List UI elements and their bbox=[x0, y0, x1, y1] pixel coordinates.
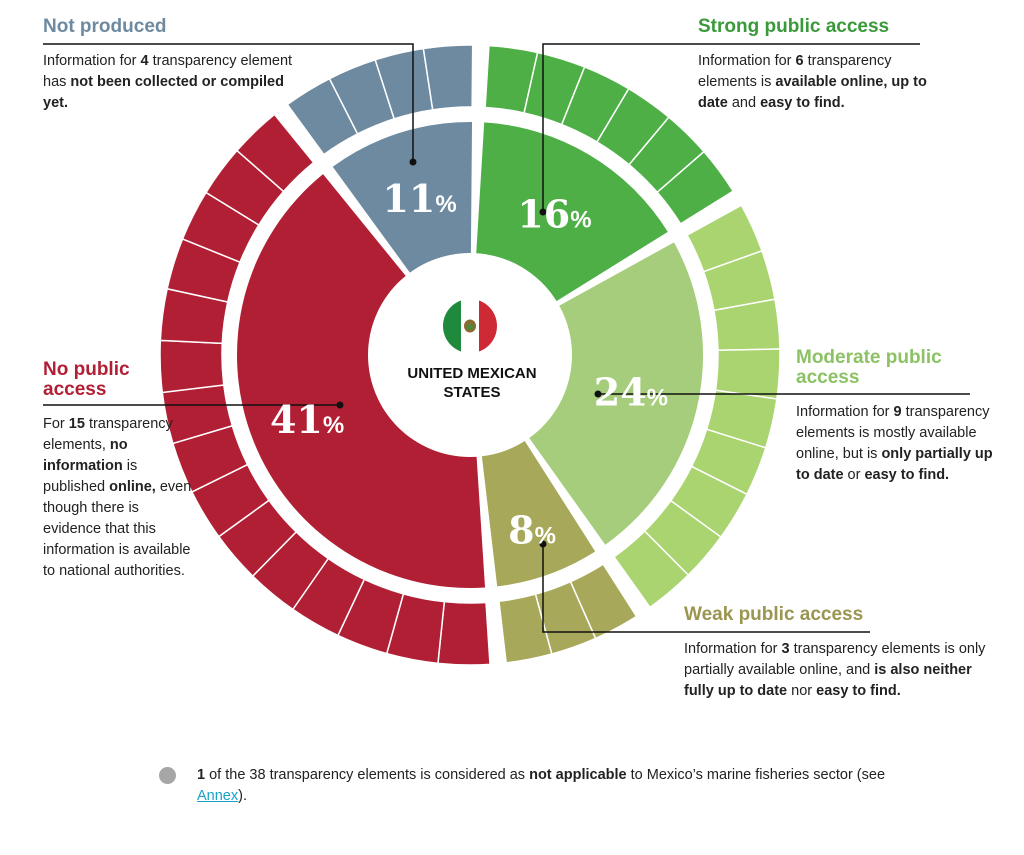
percent-label-strong: 16% bbox=[517, 191, 591, 236]
center-label-line-1: UNITED MEXICAN bbox=[407, 365, 536, 382]
leader-line-not_produced bbox=[43, 43, 414, 162]
not-applicable-note: 1 of the 38 transparency elements is con… bbox=[197, 765, 917, 807]
outer-segment-weak bbox=[498, 593, 553, 664]
leader-dot-strong bbox=[539, 208, 547, 216]
leader-dot-weak bbox=[539, 540, 547, 548]
legend-desc: Information for 4 transparency element h… bbox=[43, 53, 293, 111]
mexico-flag-icon bbox=[443, 299, 497, 353]
outer-segment-not_produced bbox=[422, 44, 474, 111]
legend-moderate: Moderate public access Information for 9… bbox=[796, 348, 1011, 486]
inner-wedge-strong bbox=[476, 122, 668, 303]
legend-not-produced: Not produced Information for 4 transpare… bbox=[43, 17, 343, 114]
leader-dot-moderate bbox=[594, 390, 602, 398]
inner-wedge-not_produced bbox=[332, 122, 473, 275]
percent-label-weak: 8% bbox=[508, 507, 556, 552]
leader-dot-not_produced bbox=[409, 158, 417, 166]
legend-desc: For 15 transparency elements, no informa… bbox=[43, 416, 192, 579]
legend-title: Strong public access bbox=[698, 16, 890, 37]
outer-segment-none bbox=[437, 600, 491, 666]
legend-title: Moderate public access bbox=[796, 347, 942, 388]
outer-segment-none bbox=[235, 113, 315, 193]
legend-title: Weak public access bbox=[684, 604, 864, 625]
leader-lines bbox=[43, 43, 970, 633]
percent-label-none: 41% bbox=[270, 397, 344, 442]
leader-line-weak bbox=[542, 544, 870, 633]
legend-weak: Weak public access Information for 3 tra… bbox=[684, 605, 1004, 702]
legend-title: Not produced bbox=[43, 16, 167, 37]
legend-no-public-access: No public access For 15 transparency ele… bbox=[43, 360, 203, 582]
note-tail: ). bbox=[238, 788, 247, 804]
percent-label-moderate: 24% bbox=[594, 370, 668, 415]
center-disc bbox=[368, 253, 572, 457]
outer-segment-moderate bbox=[612, 530, 690, 609]
inner-wedge-none bbox=[236, 174, 486, 588]
inner-wedge-weak bbox=[481, 439, 596, 587]
percent-labels: 16% 24% 8% 41% 11% bbox=[270, 176, 668, 552]
center-label-line-2: STATES bbox=[444, 384, 501, 401]
leader-line-strong bbox=[542, 43, 920, 212]
legend-strong: Strong public access Information for 6 t… bbox=[698, 17, 998, 114]
legend-title: No public access bbox=[43, 359, 130, 400]
leader-dot-none bbox=[336, 401, 344, 409]
outer-segment-strong bbox=[656, 150, 735, 225]
grey-dot-icon bbox=[159, 767, 176, 784]
legend-desc: Information for 3 transparency elements … bbox=[684, 641, 986, 699]
note-body: 1 of the 38 transparency elements is con… bbox=[197, 767, 886, 783]
outer-ring bbox=[159, 44, 781, 666]
legend-desc: Information for 6 transparency elements … bbox=[698, 53, 927, 111]
legend-desc: Information for 9 transparency elements … bbox=[796, 404, 993, 483]
annex-link[interactable]: Annex bbox=[197, 788, 239, 804]
percent-label-not_produced: 11% bbox=[382, 176, 456, 221]
